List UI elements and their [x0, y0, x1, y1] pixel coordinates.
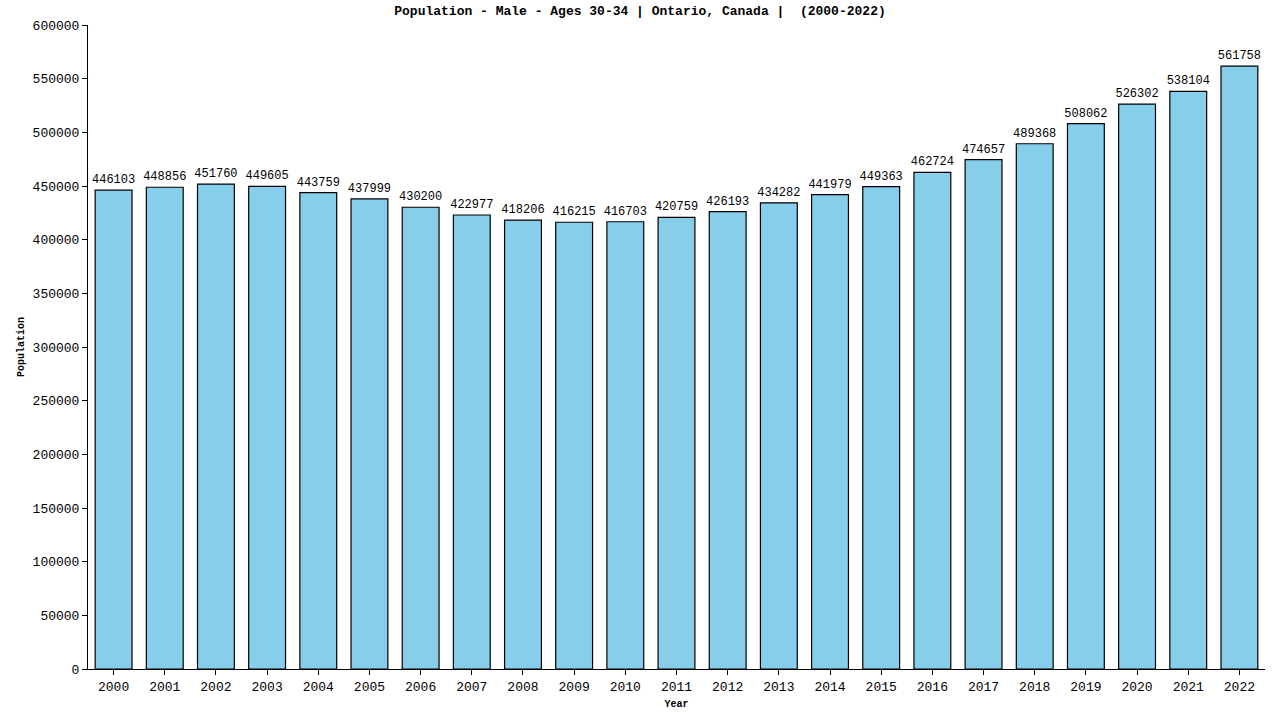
- svg-text:150000: 150000: [33, 502, 80, 517]
- svg-text:2019: 2019: [1070, 680, 1101, 695]
- svg-text:0: 0: [72, 663, 80, 678]
- svg-text:422977: 422977: [450, 198, 493, 212]
- svg-text:561758: 561758: [1218, 49, 1261, 63]
- svg-text:50000: 50000: [40, 609, 79, 624]
- svg-text:437999: 437999: [348, 182, 391, 196]
- svg-text:2008: 2008: [507, 680, 538, 695]
- svg-text:2014: 2014: [814, 680, 845, 695]
- svg-text:Population - Male - Ages 30-34: Population - Male - Ages 30-34 | Ontario…: [394, 4, 885, 19]
- svg-text:2011: 2011: [661, 680, 692, 695]
- svg-text:449363: 449363: [860, 170, 903, 184]
- svg-text:Year: Year: [664, 699, 688, 710]
- svg-text:2001: 2001: [149, 680, 180, 695]
- svg-text:448856: 448856: [143, 170, 186, 184]
- svg-text:2017: 2017: [968, 680, 999, 695]
- svg-text:2004: 2004: [303, 680, 334, 695]
- svg-text:446103: 446103: [92, 173, 135, 187]
- svg-text:2002: 2002: [200, 680, 231, 695]
- svg-text:451760: 451760: [194, 167, 237, 181]
- svg-text:200000: 200000: [33, 448, 80, 463]
- svg-text:350000: 350000: [33, 287, 80, 302]
- svg-text:100000: 100000: [33, 555, 80, 570]
- svg-text:430200: 430200: [399, 190, 442, 204]
- svg-text:489368: 489368: [1013, 127, 1056, 141]
- svg-text:2021: 2021: [1173, 680, 1204, 695]
- svg-text:2020: 2020: [1121, 680, 1152, 695]
- svg-text:300000: 300000: [33, 341, 80, 356]
- svg-text:550000: 550000: [33, 72, 80, 87]
- svg-text:400000: 400000: [33, 233, 80, 248]
- svg-text:538104: 538104: [1167, 74, 1210, 88]
- svg-text:434282: 434282: [757, 186, 800, 200]
- svg-text:2009: 2009: [559, 680, 590, 695]
- svg-text:474657: 474657: [962, 143, 1005, 157]
- svg-text:420759: 420759: [655, 200, 698, 214]
- svg-text:2000: 2000: [98, 680, 129, 695]
- svg-text:416703: 416703: [604, 205, 647, 219]
- svg-text:462724: 462724: [911, 155, 954, 169]
- svg-text:416215: 416215: [553, 205, 596, 219]
- svg-text:2016: 2016: [917, 680, 948, 695]
- svg-text:2003: 2003: [252, 680, 283, 695]
- svg-text:450000: 450000: [33, 180, 80, 195]
- svg-text:2007: 2007: [456, 680, 487, 695]
- svg-text:2015: 2015: [866, 680, 897, 695]
- svg-text:2018: 2018: [1019, 680, 1050, 695]
- svg-text:508062: 508062: [1064, 107, 1107, 121]
- svg-text:443759: 443759: [297, 176, 340, 190]
- svg-text:418206: 418206: [501, 203, 544, 217]
- svg-text:250000: 250000: [33, 394, 80, 409]
- svg-text:526302: 526302: [1115, 87, 1158, 101]
- svg-text:2005: 2005: [354, 680, 385, 695]
- svg-text:449605: 449605: [246, 169, 289, 183]
- svg-text:Population: Population: [16, 317, 27, 377]
- svg-text:2006: 2006: [405, 680, 436, 695]
- svg-text:2022: 2022: [1224, 680, 1255, 695]
- svg-text:500000: 500000: [33, 126, 80, 141]
- svg-text:600000: 600000: [33, 19, 80, 34]
- svg-text:2010: 2010: [610, 680, 641, 695]
- svg-text:426193: 426193: [706, 195, 749, 209]
- svg-text:2012: 2012: [712, 680, 743, 695]
- svg-text:441979: 441979: [808, 178, 851, 192]
- svg-text:2013: 2013: [763, 680, 794, 695]
